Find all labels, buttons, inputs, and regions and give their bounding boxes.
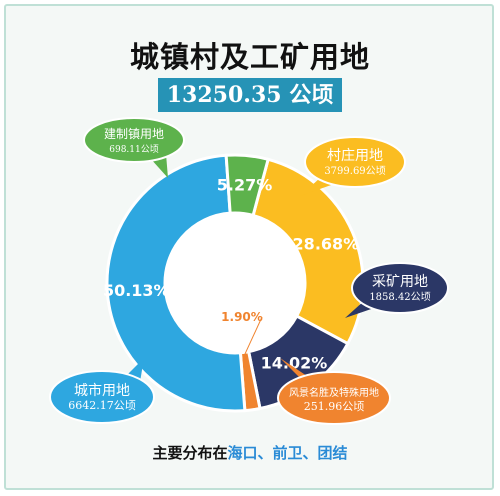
footer-places: 海口、前卫、团结 [227, 444, 348, 462]
callout-name-4: 城市用地 [74, 382, 130, 399]
callout-value-5: 698.11公顷 [109, 144, 159, 155]
callout-name-2: 采矿用地 [372, 274, 428, 290]
donut-hole [166, 214, 304, 352]
callout-name-3: 风景名胜及特殊用地 [289, 386, 379, 399]
footer-note: 主要分布在海口、前卫、团结 [0, 442, 500, 463]
percent-label-4: 50.13% [103, 281, 170, 300]
percent-leader-3 [244, 316, 263, 355]
footer-prefix: 主要分布在 [152, 444, 228, 462]
percent-label-2: 14.02% [261, 354, 328, 373]
callout-shape-4 [49, 370, 155, 424]
callout-shape-2 [351, 262, 449, 314]
donut-slice-1 [251, 157, 365, 346]
callout-value-1: 3799.69公顷 [324, 165, 385, 177]
callout-shape-3 [277, 371, 391, 425]
callout-value-2: 1858.42公顷 [369, 291, 430, 303]
donut-slice-5 [224, 153, 270, 218]
callout-name-5: 建制镇用地 [104, 127, 164, 141]
total-badge: 13250.35 公顷 [158, 78, 342, 112]
percent-label-1: 28.68% [293, 235, 360, 254]
percent-label-3: 1.90% [221, 310, 263, 324]
callout-shape-5 [83, 117, 185, 163]
callout-shape-1 [304, 136, 406, 188]
percent-label-5: 5.27% [217, 175, 273, 194]
callout-name-1: 村庄用地 [327, 147, 383, 164]
page-title: 城镇村及工矿用地 [129, 40, 370, 74]
callout-value-3: 251.96公顷 [304, 400, 365, 413]
callout-bubble-5: 建制镇用地 698.11公顷 [83, 117, 185, 178]
callout-value-4: 6642.17公顷 [68, 399, 136, 412]
